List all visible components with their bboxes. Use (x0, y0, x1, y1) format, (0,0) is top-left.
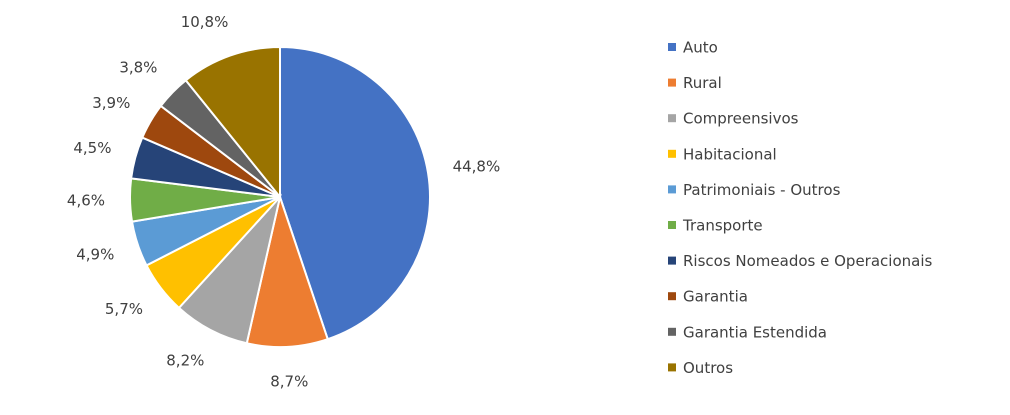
data-label: 44,8% (453, 158, 501, 176)
data-label: 4,9% (76, 246, 114, 264)
legend-swatch (668, 114, 676, 123)
legend-swatch (668, 221, 676, 229)
legend-label: Patrimoniais - Outros (683, 181, 841, 199)
legend-label: Outros (683, 359, 733, 377)
pie-slice (184, 45, 281, 200)
data-label: 3,9% (92, 94, 130, 112)
legend-label: Transporte (682, 217, 763, 235)
data-label: 5,7% (105, 300, 143, 318)
legend-label: Garantia Estendida (683, 323, 827, 341)
legend-swatch (668, 363, 676, 372)
legend-swatch (668, 256, 676, 265)
legend-swatch (668, 185, 676, 194)
legend-swatch (668, 327, 676, 336)
pie-slice (279, 45, 431, 341)
legend-label: Auto (683, 39, 718, 57)
legend-label: Habitacional (683, 145, 777, 163)
legend-label: Compreensivos (683, 110, 799, 128)
data-label: 4,6% (67, 191, 105, 209)
data-label: 10,8% (181, 13, 229, 31)
data-label: 8,7% (270, 372, 308, 390)
legend-swatch (668, 292, 676, 301)
data-label: 8,2% (166, 351, 204, 369)
pie-slice (245, 193, 330, 348)
data-label: 3,8% (119, 58, 157, 76)
legend-label: Rural (683, 74, 722, 92)
legend-swatch (668, 78, 676, 87)
legend-label: Garantia (683, 288, 748, 306)
data-label: 4,5% (73, 139, 111, 157)
legend-swatch (668, 149, 676, 158)
legend-label: Riscos Nomeados e Operacionais (683, 252, 932, 270)
legend-swatch (668, 43, 676, 51)
